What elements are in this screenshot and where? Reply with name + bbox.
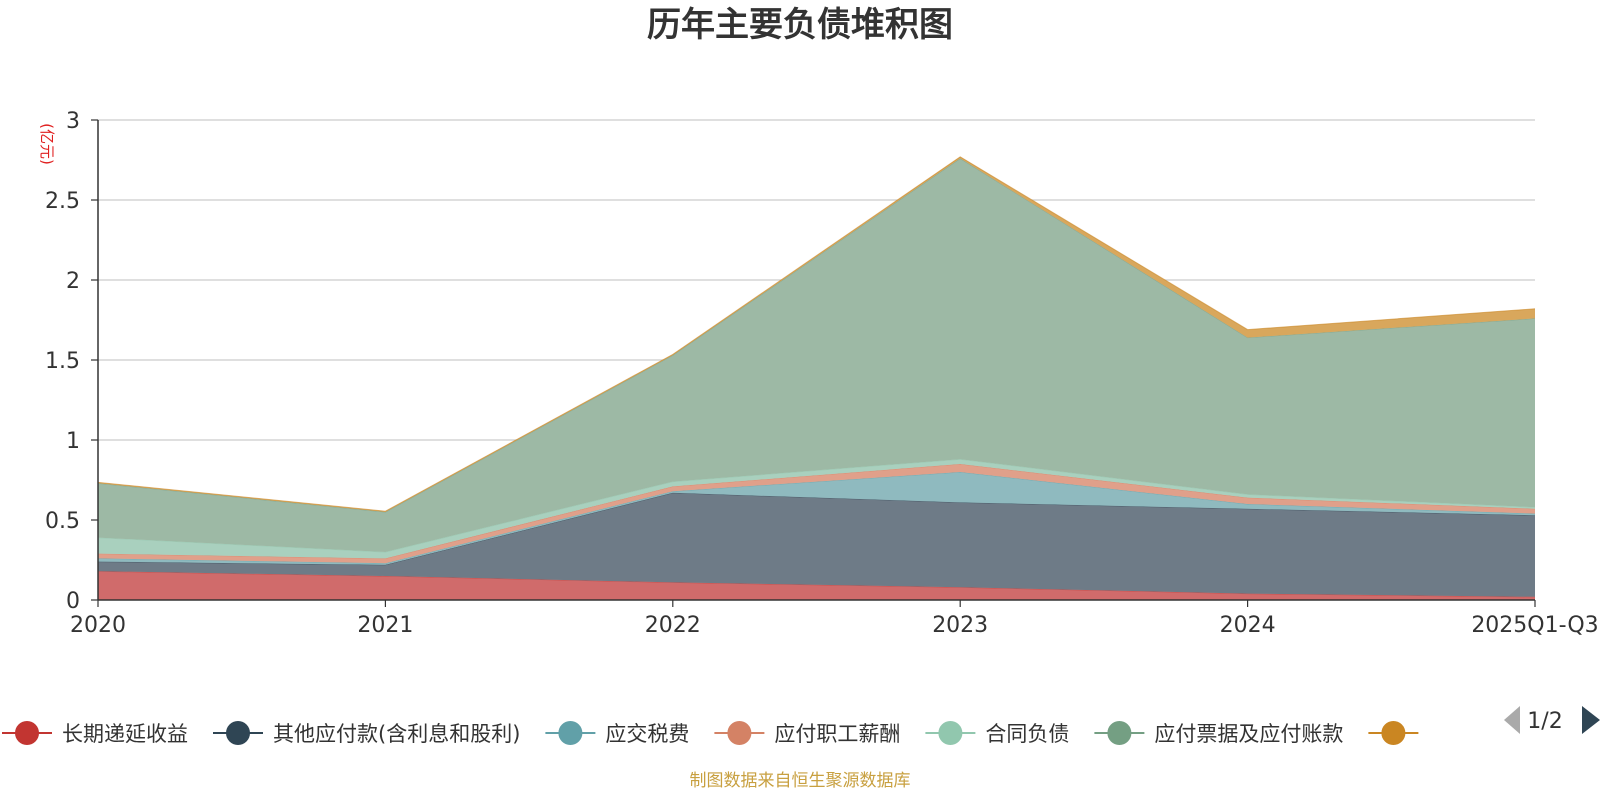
chart-title: 历年主要负债堆积图 (647, 5, 953, 45)
legend-marker-icon (1107, 721, 1132, 745)
legend-marker-icon (938, 721, 963, 745)
legend-next-page-arrow-icon[interactable] (1582, 706, 1600, 734)
x-tick-label: 2025Q1-Q3 (1471, 613, 1598, 638)
area-series-7 (98, 156, 1535, 513)
legend-label: 应交税费 (605, 722, 689, 746)
legend-marker-icon (1381, 721, 1406, 745)
legend-item-2[interactable]: 其他应付款(含利息和股利) (213, 721, 520, 746)
legend-item-1[interactable]: 长期递延收益 (2, 721, 188, 746)
legend-marker-icon (226, 721, 250, 745)
legend-label: 合同负债 (985, 722, 1069, 746)
legend-label: 应付票据及应付账款 (1154, 722, 1343, 746)
legend-item-7[interactable] (1368, 721, 1419, 745)
x-tick-label: 2021 (357, 613, 413, 638)
x-tick-label: 2022 (645, 613, 701, 638)
x-tick-label: 2024 (1220, 613, 1276, 638)
legend-label: 长期递延收益 (62, 722, 188, 746)
y-tick-label: 1.5 (45, 349, 80, 374)
y-tick-label: 2 (66, 269, 80, 294)
legend-item-4[interactable]: 应付职工薪酬 (714, 721, 900, 746)
axes: 0 0.5 1 1.5 2 2.5 3 2020 2021 2022 2023 2024 2025Q1-… (45, 109, 1599, 638)
series-line-7 (97, 156, 1536, 512)
area-series-group (97, 156, 1536, 600)
data-source-note: 制图数据来自恒生聚源数据库 (690, 771, 911, 791)
x-tick-label: 2023 (932, 613, 988, 638)
legend-item-5[interactable]: 合同负债 (925, 721, 1069, 746)
legend-item-6[interactable]: 应付票据及应付账款 (1094, 721, 1343, 746)
y-tick-label: 2.5 (45, 189, 80, 214)
legend-item-3[interactable]: 应交税费 (545, 721, 689, 746)
legend-marker-icon (727, 721, 752, 745)
legend-marker-icon (15, 721, 39, 745)
legend-pager: 1/2 (1504, 706, 1600, 734)
y-tick-label: 0.5 (45, 509, 80, 534)
y-tick-label: 1 (66, 429, 80, 454)
legend: 长期递延收益 其他应付款(含利息和股利) 应交税费 应付职工薪酬 合同负债 应付票据及应付… (2, 721, 1419, 746)
y-axis-unit-label: (亿元) (38, 123, 56, 165)
area-series-2 (98, 492, 1535, 597)
area-series-5 (98, 459, 1535, 559)
x-tick-label: 2020 (70, 613, 126, 638)
legend-page-indicator: 1/2 (1527, 709, 1562, 734)
series-line-2 (97, 492, 1536, 566)
y-tick-label: 0 (66, 589, 80, 614)
area-series-6 (98, 158, 1535, 552)
area-series-1 (98, 571, 1535, 600)
y-tick-label: 3 (66, 109, 80, 134)
area-series-3 (98, 472, 1535, 565)
legend-prev-page-arrow-icon[interactable] (1504, 706, 1520, 734)
legend-label: 其他应付款(含利息和股利) (273, 722, 520, 746)
legend-label: 应付职工薪酬 (774, 722, 900, 746)
legend-marker-icon (558, 721, 583, 745)
